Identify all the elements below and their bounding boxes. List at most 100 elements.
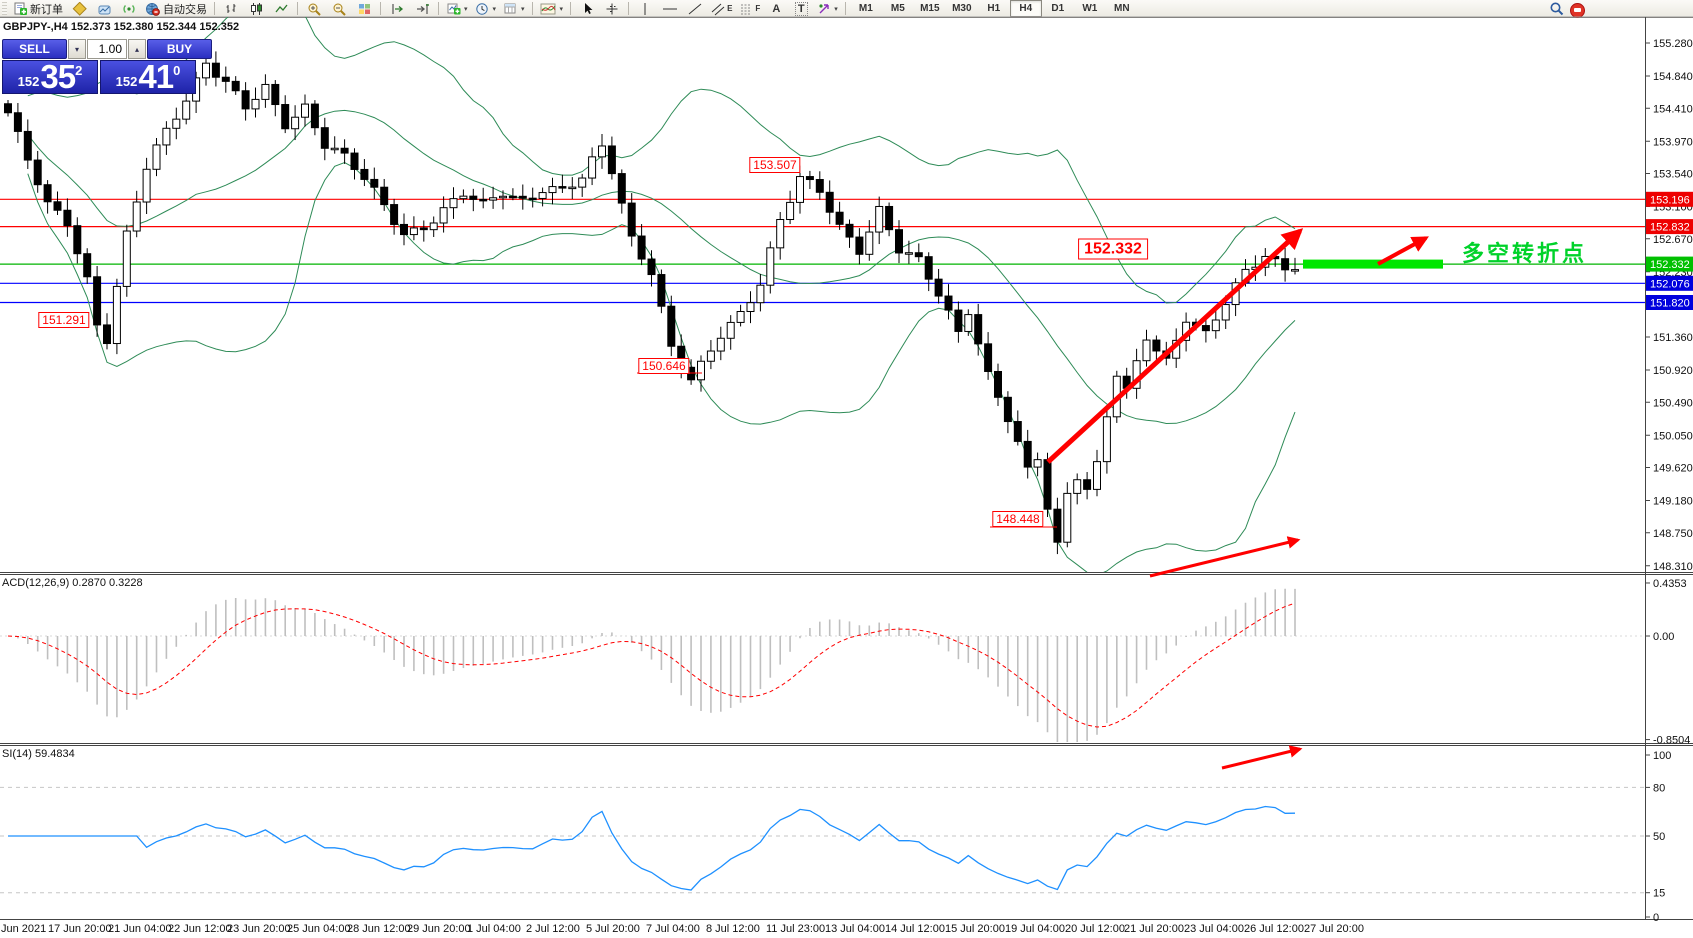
chart-shift-icon xyxy=(416,3,429,14)
chart-shift-button[interactable] xyxy=(410,0,434,17)
price-axis[interactable]: 155.280 154.840 154.410 153.970 153.540 153.1… xyxy=(1645,38,1693,924)
candlesticks xyxy=(4,51,1299,555)
periods-menu-button[interactable] xyxy=(472,0,500,17)
turning-point-annotation: 多空转折点 xyxy=(1462,242,1588,267)
price-callout: 151.291 xyxy=(38,312,90,328)
volume-input[interactable] xyxy=(87,39,127,59)
sell-button[interactable]: SELL xyxy=(2,39,67,59)
candle-chart-icon xyxy=(250,2,262,15)
fibonacci-tool-button[interactable]: F xyxy=(736,0,763,17)
cursor-tool-button[interactable] xyxy=(575,0,599,17)
ask-prefix: 152 xyxy=(115,74,138,89)
ask-pip-digit: 0 xyxy=(173,63,181,78)
market-watch-button[interactable] xyxy=(92,0,116,17)
chart-style-icon xyxy=(540,3,556,14)
zoom-out-icon xyxy=(333,3,346,16)
crosshair-tool-button[interactable] xyxy=(600,0,624,17)
auto-trading-label: 自动交易 xyxy=(163,3,207,16)
vertical-line-icon xyxy=(644,2,646,15)
new-order-icon xyxy=(13,2,28,16)
buy-button[interactable]: BUY xyxy=(147,39,212,59)
templates-menu-button[interactable] xyxy=(500,0,528,17)
add-indicator-icon xyxy=(447,3,461,14)
search-icon[interactable] xyxy=(1549,1,1564,19)
svg-text:150.490: 150.490 xyxy=(1653,397,1693,409)
date-label: 29 Jun 20:00 xyxy=(407,923,471,935)
trendline-tool-button[interactable] xyxy=(683,0,707,17)
svg-text:153.196: 153.196 xyxy=(1650,194,1690,206)
gold-diamond-icon xyxy=(72,1,87,16)
arrow-shapes-icon xyxy=(819,3,829,13)
date-label: 15 Jul 20:00 xyxy=(945,923,1005,935)
ask-price[interactable]: 152 41 0 xyxy=(100,60,196,94)
svg-text:0: 0 xyxy=(1653,912,1659,924)
zoom-out-button[interactable] xyxy=(327,0,351,17)
candle-chart-type-button[interactable] xyxy=(244,0,268,17)
arrows-tool-button[interactable] xyxy=(814,0,841,17)
svg-text:15: 15 xyxy=(1653,888,1665,900)
svg-text:152.332: 152.332 xyxy=(1650,259,1690,271)
toolbar-grip[interactable] xyxy=(2,2,7,15)
trendline-icon xyxy=(688,3,702,14)
auto-scroll-icon xyxy=(392,3,403,14)
date-label: 28 Jun 12:00 xyxy=(347,923,411,935)
auto-scroll-button[interactable] xyxy=(385,0,409,17)
date-label: 1 Jul 04:00 xyxy=(467,923,521,935)
tf-button-m5[interactable]: M5 xyxy=(890,3,905,14)
tf-button-d1[interactable]: D1 xyxy=(1051,3,1065,14)
signals-button[interactable] xyxy=(117,0,141,17)
vline-tool-button[interactable] xyxy=(633,0,657,17)
tf-button-m30[interactable]: M30 xyxy=(952,3,972,14)
rsi-pane[interactable] xyxy=(0,786,1645,894)
label-tool-button[interactable]: T xyxy=(789,0,813,17)
bid-price[interactable]: 152 35 2 xyxy=(2,60,98,94)
trend-arrow xyxy=(1149,536,1301,578)
tf-button-h1[interactable]: H1 xyxy=(987,3,1001,14)
template-grid-icon xyxy=(504,3,516,13)
date-label: 22 Jun 12:00 xyxy=(168,923,232,935)
new-order-label: 新订单 xyxy=(30,3,63,16)
trend-arrow xyxy=(1046,228,1304,464)
svg-text:151.820: 151.820 xyxy=(1650,298,1690,310)
line-chart-type-button[interactable] xyxy=(269,0,293,17)
line-chart-icon xyxy=(274,4,288,12)
bar-chart-type-button[interactable] xyxy=(219,0,243,17)
svg-text:152.076: 152.076 xyxy=(1650,278,1690,290)
date-label: 21 Jun 04:00 xyxy=(108,923,172,935)
new-order-button[interactable]: 新订单 xyxy=(10,0,66,17)
volume-decrease-button[interactable] xyxy=(68,39,86,59)
svg-text:155.280: 155.280 xyxy=(1653,38,1693,50)
one-click-trading-panel: SELL BUY 152 35 2 152 41 0 xyxy=(2,39,212,94)
tf-button-mn[interactable]: MN xyxy=(1114,3,1130,14)
time-axis[interactable]: Jun 2021 17 Jun 20:00 21 Jun 04:00 22 Jun 1… xyxy=(0,921,1693,938)
channel-tool-button[interactable]: E xyxy=(708,0,735,17)
cursor-icon xyxy=(584,2,593,14)
deposit-icon-button[interactable] xyxy=(67,0,91,17)
indicators-menu-button[interactable] xyxy=(443,0,471,17)
trend-arrow xyxy=(1377,236,1429,266)
date-label: 25 Jun 04:00 xyxy=(287,923,351,935)
chart-title: GBPJPY-,H4 152.373 152.380 152.344 152.3… xyxy=(3,21,240,33)
zoom-in-icon xyxy=(308,3,321,16)
chart-style-menu-button[interactable] xyxy=(537,0,567,17)
price-callout: 150.646 xyxy=(638,358,690,374)
auto-trading-button[interactable]: 自动交易 xyxy=(142,0,210,17)
date-label: 14 Jul 12:00 xyxy=(885,923,945,935)
text-tool-button[interactable]: A xyxy=(764,0,788,17)
macd-pane[interactable] xyxy=(0,588,1645,745)
tf-button-m1[interactable]: M1 xyxy=(858,3,873,14)
zoom-in-button[interactable] xyxy=(302,0,326,17)
tile-windows-icon xyxy=(358,3,370,14)
tile-windows-button[interactable] xyxy=(352,0,376,17)
tf-button-w1[interactable]: W1 xyxy=(1082,3,1098,14)
svg-text:0.4353: 0.4353 xyxy=(1653,578,1687,590)
tf-button-m15[interactable]: M15 xyxy=(920,3,940,14)
price-callout: 148.448 xyxy=(992,511,1044,527)
svg-text:80: 80 xyxy=(1653,782,1665,794)
main-pane[interactable] xyxy=(0,0,1645,575)
hline-tool-button[interactable] xyxy=(658,0,682,17)
volume-increase-button[interactable] xyxy=(128,39,146,59)
clock-icon xyxy=(475,2,488,15)
